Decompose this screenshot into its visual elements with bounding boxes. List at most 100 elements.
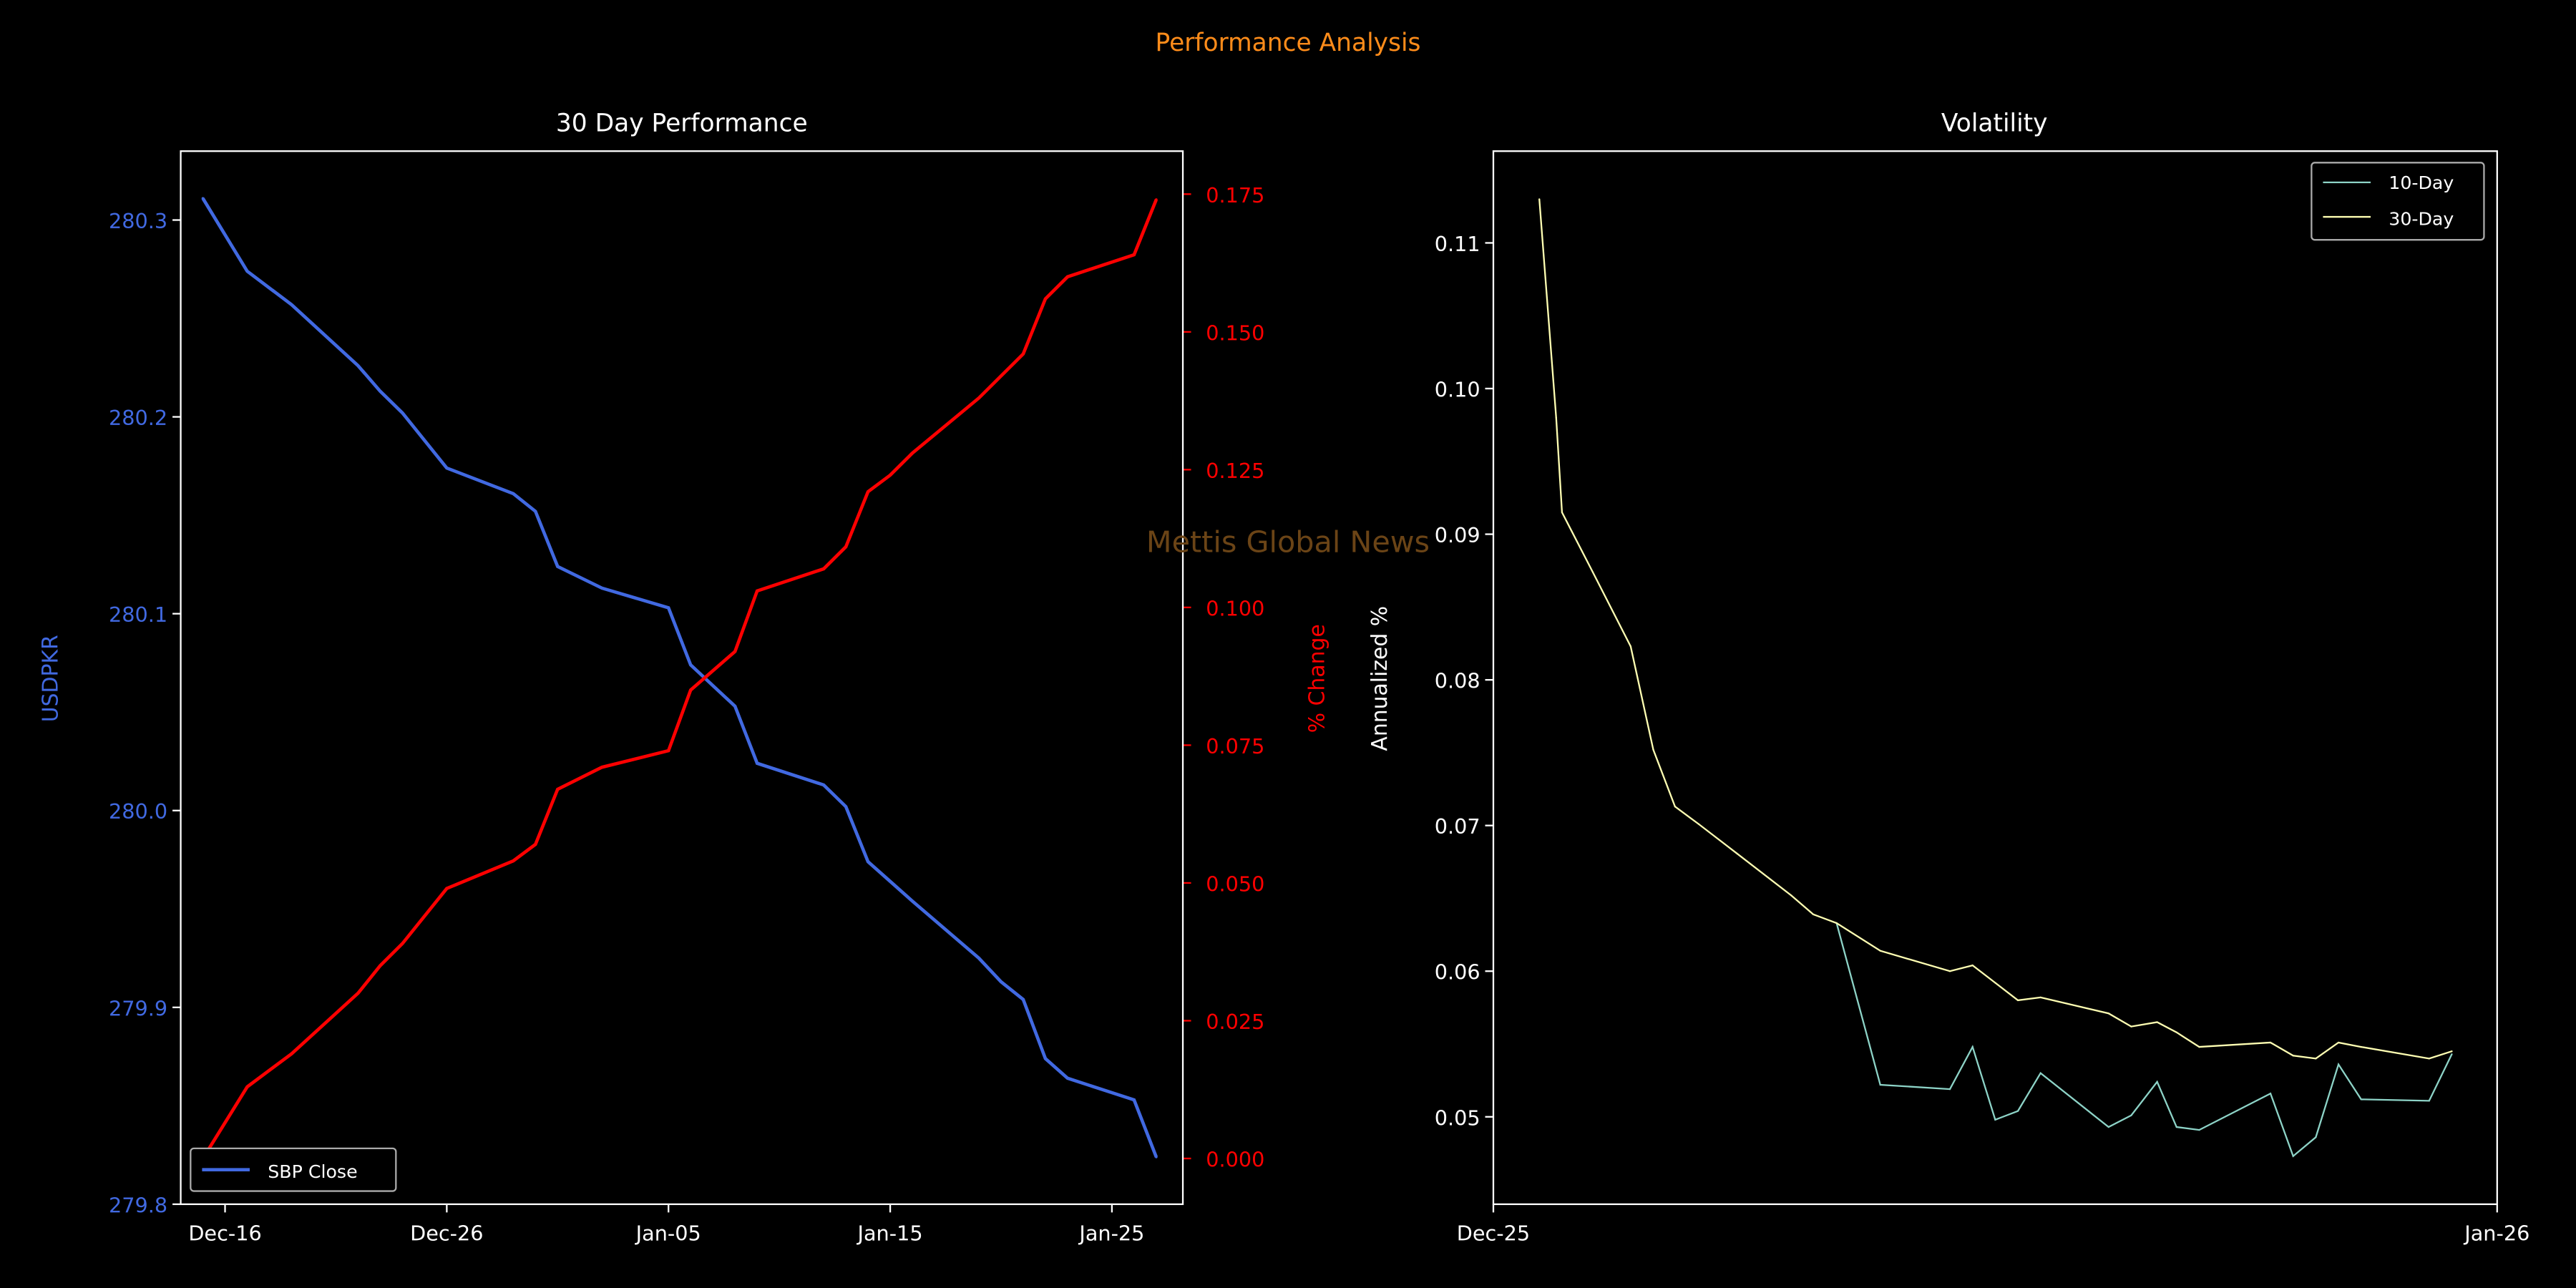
- sbp-close-point: [733, 705, 737, 708]
- pct-change-point: [1066, 275, 1069, 278]
- sbp-close-point: [911, 899, 914, 903]
- performance-y-label: USDPKR: [38, 635, 63, 722]
- volatility-30-day-point: [2360, 1045, 2362, 1048]
- pct-change-point: [689, 688, 693, 692]
- y-tick-label: 280.0: [109, 799, 167, 824]
- volatility-10-day-point: [1994, 1118, 1996, 1121]
- y-tick-label: 0.08: [1435, 669, 1480, 693]
- volatility-10-day-point: [2107, 1126, 2109, 1128]
- y-tick-label: 0.07: [1435, 814, 1480, 839]
- y-tick-label: 280.3: [109, 209, 167, 233]
- sbp-close-point: [1044, 1057, 1047, 1060]
- pct-change-point: [911, 452, 914, 455]
- pct-change-point: [1155, 198, 1158, 201]
- sbp-close-point: [600, 587, 604, 590]
- performance-plot-frame: [180, 150, 1184, 1206]
- y-tick-label: 0.11: [1435, 232, 1480, 256]
- pct-change-point: [356, 992, 360, 995]
- sbp-close-point: [245, 270, 249, 273]
- y-right-tick-label: 0.150: [1206, 321, 1264, 345]
- sbp-close-point: [977, 957, 980, 960]
- sbp-close-point: [1133, 1098, 1136, 1101]
- x-tick-label: Jan-05: [635, 1221, 701, 1245]
- pct-change-point: [733, 650, 737, 653]
- volatility-30-day-point: [1735, 852, 1737, 854]
- volatility-30-day-point: [2292, 1055, 2294, 1057]
- volatility-10-day-point: [2039, 1072, 2041, 1074]
- sbp-close-point: [512, 492, 515, 495]
- sbp-close-point: [667, 606, 670, 610]
- pct-change-point: [667, 749, 670, 752]
- sbp-close-point: [844, 805, 847, 809]
- pct-change-point: [556, 788, 560, 791]
- volatility-10-day-point: [2198, 1128, 2200, 1131]
- pct-change-point: [534, 843, 537, 846]
- y-tick-label: 0.09: [1435, 523, 1480, 547]
- sbp-close-point: [445, 467, 449, 469]
- sbp-close-point: [401, 411, 404, 414]
- volatility-30-day-point: [2175, 1031, 2177, 1033]
- volatility-10-day-point: [2292, 1155, 2294, 1157]
- y-tick-label: 0.05: [1435, 1106, 1480, 1130]
- x-tick-label: Dec-26: [410, 1221, 483, 1245]
- pct-change-point: [844, 545, 847, 549]
- volatility-30-day-point: [2016, 999, 2019, 1002]
- y-right-tick-label: 0.025: [1206, 1010, 1264, 1034]
- volatility-10-day-point: [2451, 1053, 2453, 1055]
- performance-title: 30 Day Performance: [556, 109, 808, 138]
- volatility-10-day-point: [1948, 1088, 1951, 1091]
- volatility-30-day-point: [2198, 1045, 2200, 1048]
- volatility-y-label: Annualized %: [1367, 606, 1392, 751]
- volatility-title: Volatility: [1941, 109, 2048, 138]
- volatility-30-day-point: [1697, 823, 1700, 825]
- volatility-30-day-point: [1652, 748, 1654, 751]
- y-right-tick-label: 0.100: [1206, 596, 1264, 620]
- volatility-30-day-point: [1948, 970, 1951, 972]
- volatility-10-day-point: [2337, 1063, 2340, 1065]
- pct-change-point: [889, 474, 892, 477]
- volatility-30-day-point: [2156, 1021, 2158, 1023]
- volatility-10-day-point: [2269, 1093, 2272, 1095]
- volatility-30-day-point: [2428, 1058, 2430, 1060]
- y-right-tick-label: 0.125: [1206, 459, 1264, 483]
- volatility-30-day-point: [1812, 913, 1815, 915]
- volatility-30-day-point: [2130, 1025, 2132, 1028]
- volatility-10-day-point: [1879, 1083, 1881, 1086]
- x-tick-label: Jan-25: [1078, 1221, 1144, 1245]
- pct-change-point: [977, 396, 980, 400]
- pct-change-point: [379, 964, 382, 967]
- volatility-30-day-point: [1994, 982, 1996, 984]
- volatility-10-day-point: [2016, 1110, 2019, 1112]
- volatility-30-day-point: [1790, 894, 1792, 897]
- y-tick-label: 279.8: [109, 1193, 167, 1217]
- volatility-30-day-point: [1629, 645, 1632, 648]
- x-tick-label: Jan-15: [857, 1221, 923, 1245]
- volatility-30-day-point: [2269, 1041, 2272, 1044]
- pct-change-point: [756, 589, 758, 592]
- volatility-30-day-point: [1674, 806, 1677, 808]
- volatility-10-day-point: [2360, 1098, 2362, 1101]
- performance-chart: 30 Day Performance Dec-16 Dec-26 Jan-05 Jan…: [38, 109, 1330, 1246]
- volatility-30-day-point: [2107, 1013, 2109, 1015]
- pct-change-point: [1000, 374, 1002, 378]
- y-tick-label: 280.2: [109, 406, 167, 430]
- volatility-plot-frame: [1492, 150, 2498, 1206]
- volatility-30-day-point: [1538, 198, 1541, 200]
- volatility-30-day-point: [1555, 416, 1557, 419]
- pct-change-point: [401, 942, 404, 945]
- sbp-close-point: [822, 784, 825, 786]
- figure-title: Performance Analysis: [1156, 29, 1421, 57]
- volatility-30-day-point: [1835, 922, 1838, 924]
- y-tick-label: 0.06: [1435, 960, 1480, 985]
- sbp-close-point: [356, 364, 360, 367]
- y-tick-label: 280.1: [109, 602, 167, 627]
- watermark: Mettis Global News: [1146, 525, 1430, 559]
- legend-label-30-day: 30-Day: [2389, 209, 2454, 230]
- pct-change-point: [1133, 253, 1136, 256]
- volatility-10-day-point: [2175, 1126, 2177, 1128]
- sbp-close-point: [1155, 1156, 1158, 1158]
- y-tick-label: 279.9: [109, 996, 167, 1020]
- x-tick-label: Dec-25: [1457, 1221, 1530, 1245]
- volatility-30-day-point: [1971, 964, 1974, 967]
- pct-change-point: [245, 1085, 249, 1088]
